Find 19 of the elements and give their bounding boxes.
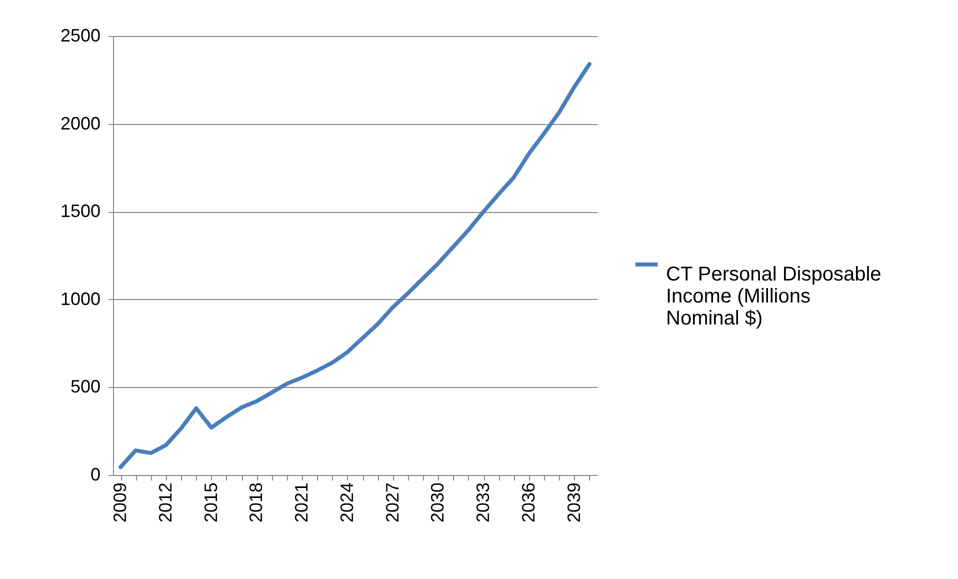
y-tick-label: 1000 <box>60 288 100 309</box>
x-tick-label: 2030 <box>428 482 448 523</box>
x-tick-label: 2039 <box>564 482 584 523</box>
y-tick-label: 2500 <box>60 26 100 46</box>
y-tick-label: 2000 <box>60 113 100 134</box>
y-tick-label: 500 <box>70 376 100 397</box>
x-tick-label: 2024 <box>336 482 357 523</box>
y-tick-label: 0 <box>90 464 100 484</box>
x-tick-label: 2027 <box>382 482 402 523</box>
x-tick-label: 2015 <box>200 482 221 523</box>
legend-label: CT Personal Disposable Income (Millions Nominal $) <box>666 264 882 330</box>
line-series <box>118 62 592 470</box>
y-tick-label: 1500 <box>60 201 100 222</box>
x-tick-label: 2012 <box>155 482 176 523</box>
x-tick-label: 2021 <box>292 482 312 523</box>
x-tick-label: 2033 <box>473 482 494 523</box>
x-tick-label: 2009 <box>110 482 130 523</box>
x-tick-label: 2018 <box>246 482 266 523</box>
x-tick-label: 2036 <box>518 482 538 523</box>
